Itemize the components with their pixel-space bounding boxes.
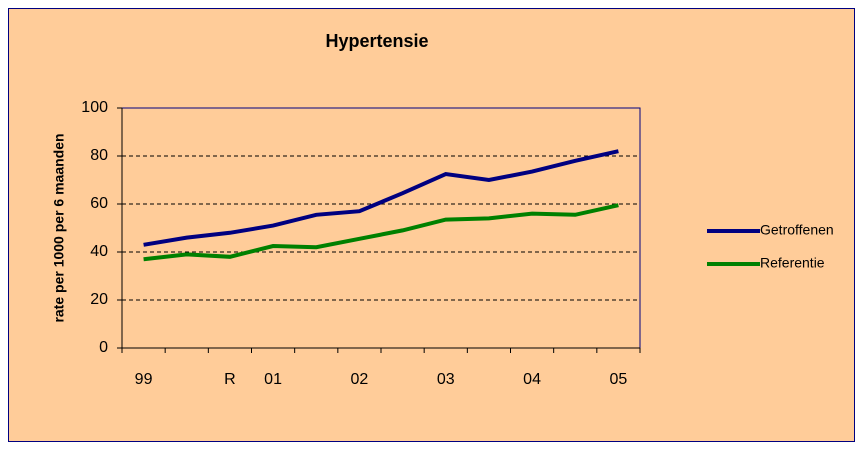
y-axis-title: rate per 1000 per 6 maanden [51,133,67,322]
legend-label: Getroffenen [760,222,834,238]
y-tick-label: 40 [90,243,108,260]
x-tick-label: 04 [523,371,541,388]
series-line [143,149,619,247]
x-tick-label: R [224,371,236,388]
x-tick-label: 99 [135,371,153,388]
y-tick-label: 80 [90,147,108,164]
y-tick-label: 0 [99,339,108,356]
chart-title: Hypertensie [325,31,428,51]
y-tick-label: 60 [90,195,108,212]
x-tick-label: 03 [437,371,455,388]
x-tick-label: 05 [610,371,628,388]
plot-area [121,107,641,349]
legend-label: Referentie [760,255,825,271]
x-tick-label: 01 [264,371,282,388]
series-line [143,203,619,262]
y-tick-label: 20 [90,291,108,308]
y-tick-label: 100 [81,99,108,116]
x-tick-label: 02 [351,371,369,388]
